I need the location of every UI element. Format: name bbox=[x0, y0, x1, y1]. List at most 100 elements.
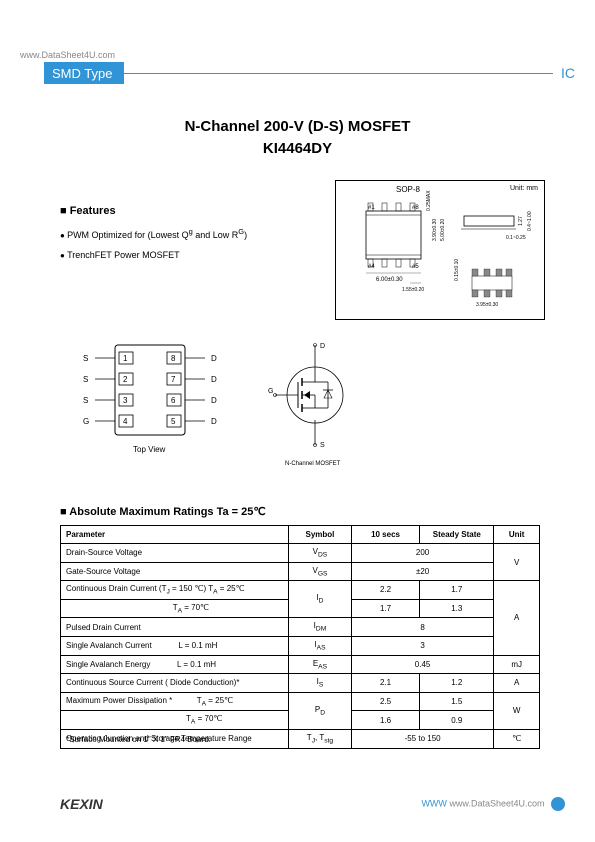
svg-text:2: 2 bbox=[123, 375, 128, 384]
cell-param: Drain-Source Voltage bbox=[61, 544, 289, 563]
cell-value: 2.2 bbox=[351, 581, 419, 600]
table-row: Maximum Power Dissipation * TA = 25℃PD2.… bbox=[61, 692, 540, 711]
cell-symbol: EAS bbox=[289, 655, 352, 674]
cell-value: 0.45 bbox=[351, 655, 494, 674]
cell-param: Pulsed Drain Current bbox=[61, 618, 289, 637]
cell-value: 1.2 bbox=[420, 674, 494, 693]
dim: 0.15±0.10 bbox=[454, 259, 460, 281]
table-row: Single Avalanch Current L = 0.1 mHIAS3 bbox=[61, 636, 540, 655]
cell-value: 2.5 bbox=[351, 692, 419, 711]
header-left: SMD Type bbox=[44, 62, 124, 84]
pinout-diagram: 1 2 3 4 S S S G 8 7 6 5 D D D D Top View bbox=[75, 340, 235, 470]
cell-param: Continuous Drain Current (TJ = 150 ℃) TA… bbox=[61, 581, 289, 600]
header-bar: SMD Type IC bbox=[44, 62, 575, 84]
cell-value: 1.5 bbox=[420, 692, 494, 711]
cell-param: Maximum Power Dissipation * TA = 25℃ bbox=[61, 692, 289, 711]
header-right: IC bbox=[553, 65, 575, 81]
pin-label: D bbox=[211, 354, 217, 363]
cell-symbol: IDM bbox=[289, 618, 352, 637]
page-title: N-Channel 200-V (D-S) MOSFET bbox=[0, 118, 595, 135]
ratings-table: Parameter Symbol 10 secs Steady State Un… bbox=[60, 525, 540, 749]
cell-value: 8 bbox=[351, 618, 494, 637]
cell-unit: A bbox=[494, 581, 540, 655]
part-number: KI4464DY bbox=[0, 140, 595, 157]
svg-text:3: 3 bbox=[123, 396, 128, 405]
table-footnote: *Surface Mounted on 1" X 1" FR4 Board. bbox=[66, 735, 211, 744]
package-unit: Unit: mm bbox=[510, 185, 538, 192]
col-steady: Steady State bbox=[420, 526, 494, 544]
pin-label: S bbox=[83, 396, 88, 405]
cell-symbol: TJ, Tstg bbox=[289, 729, 352, 748]
dim: 1.55±0.20 bbox=[402, 287, 424, 293]
svg-text:5: 5 bbox=[171, 417, 176, 426]
cell-symbol: IAS bbox=[289, 636, 352, 655]
header-line bbox=[124, 73, 553, 74]
col-unit: Unit bbox=[494, 526, 540, 544]
table-row: Pulsed Drain CurrentIDM8 bbox=[61, 618, 540, 637]
watermark-top: www.DataSheet4U.com bbox=[20, 50, 115, 60]
pin-label: G bbox=[83, 417, 89, 426]
cell-value: 1.6 bbox=[351, 711, 419, 730]
table-row: Gate-Source VoltageVGS±20 bbox=[61, 562, 540, 581]
package-label: SOP-8 bbox=[396, 185, 420, 194]
svg-text:#1: #1 bbox=[368, 205, 375, 211]
svg-text:8: 8 bbox=[171, 354, 176, 363]
ratings-heading: Absolute Maximum Ratings Ta = 25℃ bbox=[60, 505, 266, 518]
svg-text:G: G bbox=[268, 388, 273, 395]
cell-symbol: VGS bbox=[289, 562, 352, 581]
svg-text:7: 7 bbox=[171, 375, 176, 384]
table-row: Single Avalanch Energy L = 0.1 mHEAS0.45… bbox=[61, 655, 540, 674]
dim: 3.95±0.30 bbox=[476, 302, 498, 308]
cell-symbol: IS bbox=[289, 674, 352, 693]
svg-text:4: 4 bbox=[123, 417, 128, 426]
page-bubble-icon bbox=[551, 797, 565, 811]
mosfet-symbol: D S G N-Channel MOSFET bbox=[260, 340, 360, 470]
cell-symbol: ID bbox=[289, 581, 352, 618]
logo: KEXIN bbox=[60, 796, 103, 812]
cell-value: 200 bbox=[351, 544, 494, 563]
mosfet-caption: N-Channel MOSFET bbox=[285, 461, 341, 467]
features-heading: Features bbox=[60, 205, 247, 217]
svg-text:S: S bbox=[320, 442, 325, 449]
cell-unit: mJ bbox=[494, 655, 540, 674]
pin-label: D bbox=[211, 417, 217, 426]
svg-text:1: 1 bbox=[123, 354, 128, 363]
feature-item: TrenchFET Power MOSFET bbox=[60, 250, 247, 260]
dim: 0.1~0.25 bbox=[506, 235, 526, 241]
cell-value: 1.7 bbox=[420, 581, 494, 600]
cell-unit: ℃ bbox=[494, 729, 540, 748]
col-symbol: Symbol bbox=[289, 526, 352, 544]
cell-value: 0.9 bbox=[420, 711, 494, 730]
feature-item: PWM Optimized for (Lowest Qg and Low RG) bbox=[60, 227, 247, 240]
svg-text:#8: #8 bbox=[412, 205, 419, 211]
pin-label: D bbox=[211, 396, 217, 405]
table-row: Continuous Source Current ( Diode Conduc… bbox=[61, 674, 540, 693]
col-parameter: Parameter bbox=[61, 526, 289, 544]
footer-right: WWW www.DataSheet4U.com bbox=[421, 797, 565, 811]
table-row: Continuous Drain Current (TJ = 150 ℃) TA… bbox=[61, 581, 540, 600]
dim: 6.00±0.30 bbox=[376, 277, 403, 283]
pin-label: D bbox=[211, 375, 217, 384]
cell-param: TA = 70℃ bbox=[61, 599, 289, 618]
dim: 5.00±0.20 bbox=[440, 219, 446, 241]
cell-param: Single Avalanch Current L = 0.1 mH bbox=[61, 636, 289, 655]
cell-param: TA = 70℃ bbox=[61, 711, 289, 730]
cell-value: 1.3 bbox=[420, 599, 494, 618]
package-diagram: SOP-8 Unit: mm #1 #8 #4 #5 6.00±0.30 1.5… bbox=[335, 180, 545, 320]
cell-symbol: PD bbox=[289, 692, 352, 729]
dim: 0.4~1.00 bbox=[527, 211, 533, 231]
svg-text:6: 6 bbox=[171, 396, 176, 405]
col-10secs: 10 secs bbox=[351, 526, 419, 544]
dim: 3.90±0.30 bbox=[432, 219, 438, 241]
cell-param: Gate-Source Voltage bbox=[61, 562, 289, 581]
cell-param: Continuous Source Current ( Diode Conduc… bbox=[61, 674, 289, 693]
cell-param: Single Avalanch Energy L = 0.1 mH bbox=[61, 655, 289, 674]
table-row: Drain-Source VoltageVDS200V bbox=[61, 544, 540, 563]
cell-value: 3 bbox=[351, 636, 494, 655]
cell-value: ±20 bbox=[351, 562, 494, 581]
footer-ds4u: www.DataSheet4U.com bbox=[449, 798, 544, 808]
cell-unit: W bbox=[494, 692, 540, 729]
cell-value: 2.1 bbox=[351, 674, 419, 693]
cell-unit: V bbox=[494, 544, 540, 581]
footer: KEXIN WWW www.DataSheet4U.com bbox=[60, 796, 565, 812]
